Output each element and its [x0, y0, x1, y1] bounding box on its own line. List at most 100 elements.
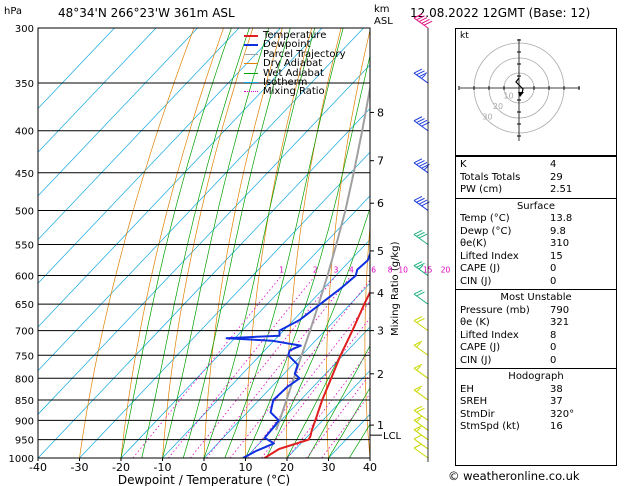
wind-barb-flag — [413, 405, 423, 411]
altitude-tick-label: 7 — [377, 155, 384, 168]
temp-tick-label: 10 — [239, 461, 253, 474]
index-value: 9.8 — [550, 225, 566, 237]
legend-label: Parcel Trajectory — [263, 48, 346, 60]
wind-barb — [413, 195, 430, 211]
wind-barb — [413, 434, 429, 450]
index-row: θe(K) 310 — [456, 238, 616, 250]
isotherm-line — [38, 28, 115, 110]
mixing-ratio-line — [229, 279, 370, 458]
pressure-tick-label: 750 — [15, 351, 34, 362]
altitude-tick-label: 6 — [377, 197, 384, 210]
wind-barb-flag — [421, 74, 426, 79]
wind-barb-flag — [413, 261, 423, 267]
index-row: StmSpd (kt) 16 — [456, 421, 616, 433]
index-key: Temp (°C) — [460, 213, 510, 224]
dewpoint-line — [225, 251, 370, 458]
wind-barb-shaft — [413, 17, 429, 29]
legend-label: Wet Adiabat — [263, 67, 324, 79]
isotherm-line — [79, 151, 370, 458]
wind-barb-flag — [413, 195, 423, 201]
panel-separator — [456, 289, 616, 290]
wind-barb-flag — [413, 289, 423, 295]
wind-barb-flag — [416, 387, 421, 393]
wind-barb-flag — [423, 20, 433, 26]
altitude-tick-label: 3 — [377, 325, 384, 338]
legend-swatch — [244, 35, 258, 37]
wind-barb-shaft — [413, 419, 429, 431]
wind-barb-flag — [413, 425, 423, 431]
pressure-tick-label: 1000 — [9, 454, 34, 465]
index-row: Lifted Index 15 — [456, 251, 616, 263]
isotherm-line — [38, 28, 157, 153]
temp-tick-label: -30 — [71, 461, 89, 474]
wind-barb-flag — [416, 160, 425, 166]
pressure-tick-label: 600 — [15, 272, 34, 283]
wind-barb-flag — [418, 119, 428, 125]
isotherm-line — [38, 28, 198, 197]
wind-barb-flag — [416, 231, 425, 237]
wind-barb — [413, 261, 429, 276]
wind-barb-flag — [416, 291, 425, 297]
wind-barb-flag — [416, 70, 425, 76]
index-key: StmSpd (kt) — [460, 421, 520, 432]
index-key: StmDir — [460, 408, 495, 420]
wet-adiabat-line — [162, 28, 270, 458]
dry-adiabat-line — [162, 28, 254, 458]
index-key: K — [460, 159, 467, 170]
wind-barb-flag — [418, 17, 428, 23]
temperature-line — [264, 290, 370, 458]
wind-barb — [413, 289, 429, 305]
mixing-ratio-label: 10 — [398, 266, 408, 275]
index-key: Lifted Index — [460, 329, 519, 341]
isotherm-line — [120, 195, 370, 458]
hodograph-trace — [515, 77, 524, 94]
pressure-tick-label: 950 — [15, 436, 34, 447]
wet-adiabat-line — [328, 387, 370, 458]
wind-barb-flag — [416, 407, 425, 413]
section-title: Surface — [516, 200, 556, 212]
temp-tick-label: -10 — [154, 461, 172, 474]
pressure-tick-label: 400 — [15, 127, 34, 138]
legend-label: Mixing Ratio — [263, 86, 325, 98]
wind-barb-flag — [413, 116, 423, 122]
index-row: Dewp (°C) 9.8 — [456, 226, 616, 238]
parcel-trajectory-line — [275, 83, 370, 431]
index-value: 790 — [550, 304, 570, 316]
datetime-title: 12.08.2022 12GMT (Base: 12) — [410, 6, 591, 20]
wind-barb-flag — [416, 197, 425, 203]
index-value: 38 — [550, 383, 563, 395]
mixing-ratio-line — [287, 349, 370, 458]
index-row: CIN (J) 0 — [456, 276, 616, 288]
legend-swatch — [244, 81, 258, 83]
index-key: PW (cm) — [460, 184, 503, 195]
wind-barb-shaft — [413, 320, 429, 332]
wind-barb-shaft — [413, 389, 429, 401]
wind-barb-flag — [418, 264, 424, 270]
wind-barb — [413, 13, 433, 29]
index-value: 0 — [550, 263, 557, 274]
isotherm-line — [245, 326, 370, 458]
mixing-ratio-label: 1 — [279, 266, 284, 275]
mixing-ratio-label: 3 — [334, 266, 339, 275]
wind-barb-flag — [421, 18, 430, 24]
wind-barb-shaft — [413, 293, 429, 305]
wind-barb-flag — [416, 417, 421, 423]
index-key: CAPE (J) — [460, 263, 501, 274]
pressure-tick-label: 450 — [15, 169, 34, 180]
wind-barb-shaft — [413, 367, 429, 379]
wind-barb — [413, 340, 429, 356]
hodograph-unit: kt — [460, 31, 469, 41]
altitude-tick-label: 4 — [377, 287, 384, 300]
wind-barb-flag — [413, 415, 423, 421]
legend-swatch — [244, 72, 258, 74]
legend-label: Dewpoint — [263, 39, 311, 51]
credit-label: © weatheronline.co.uk — [448, 469, 580, 483]
wind-barb — [413, 405, 429, 421]
legend-swatch — [244, 53, 258, 55]
index-key: Totals Totals — [460, 171, 521, 183]
wind-barb-flag — [418, 199, 428, 205]
mixing-ratio-label: 2 — [313, 266, 318, 275]
index-value: 13.8 — [550, 213, 573, 224]
dry-adiabat-line — [79, 28, 195, 458]
